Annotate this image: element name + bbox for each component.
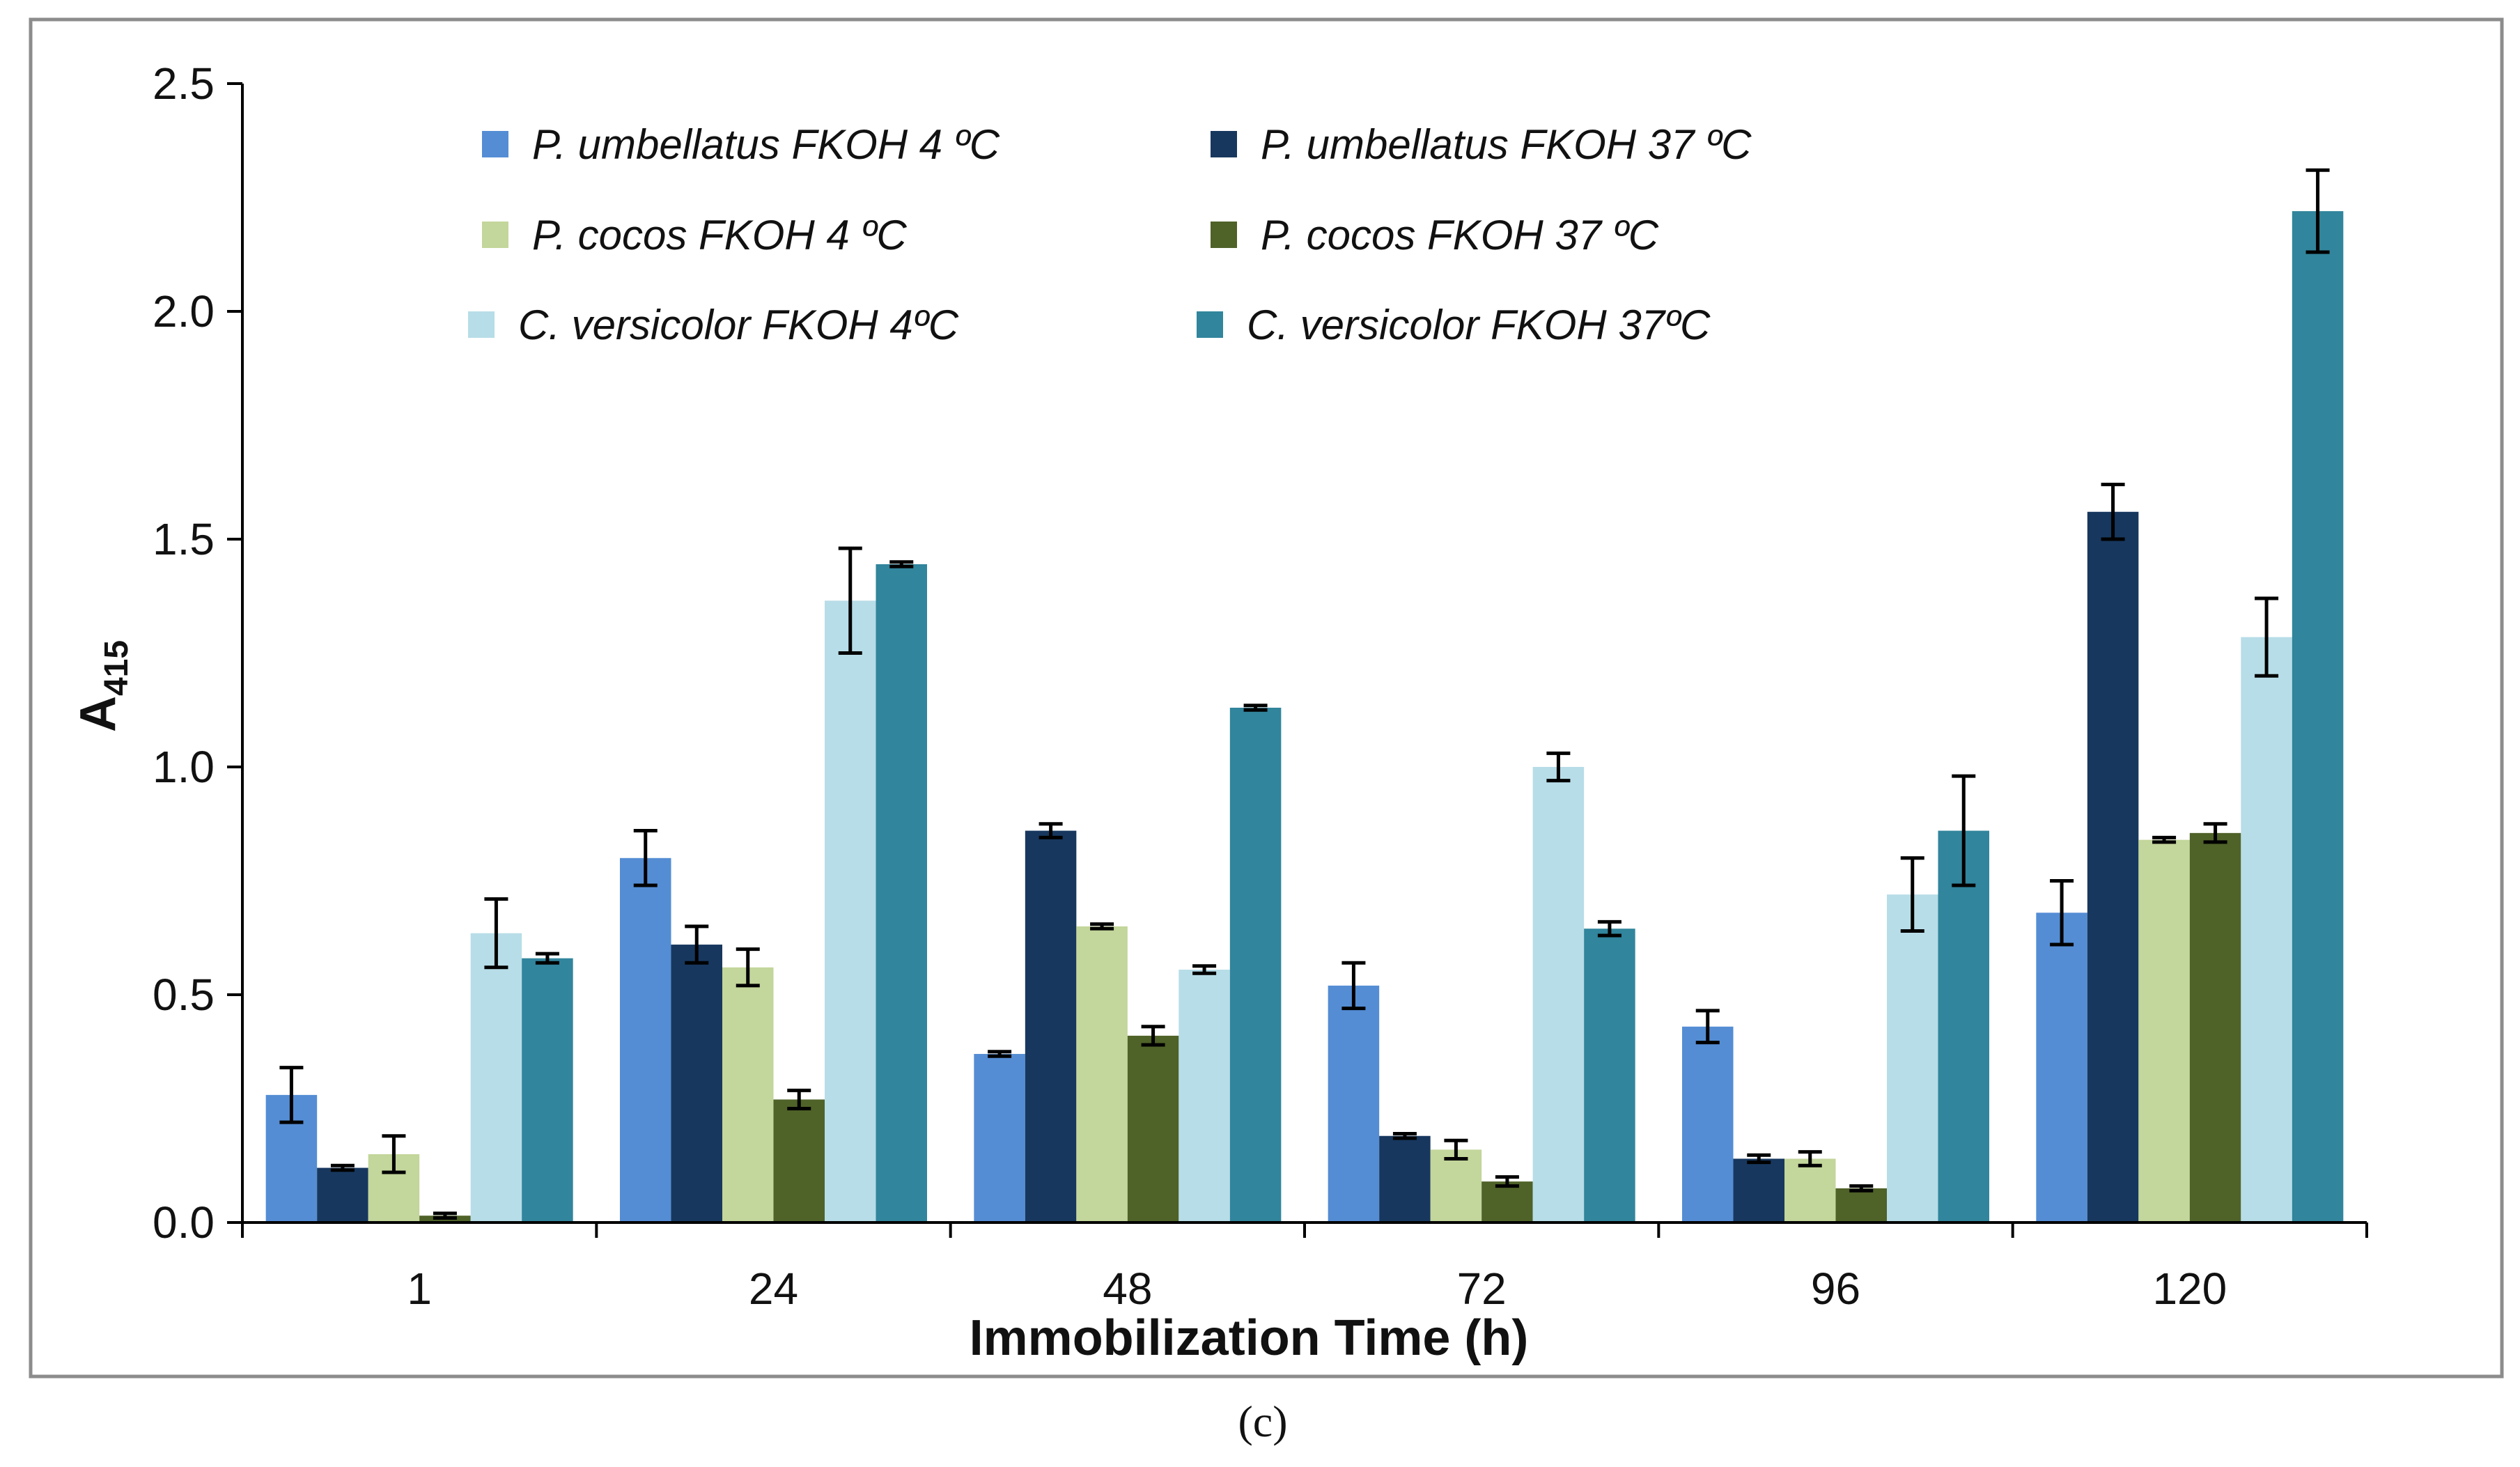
figure-caption: (c) [1238, 1397, 1287, 1446]
bar [1835, 1188, 1887, 1222]
bar [1938, 830, 1989, 1222]
x-axis-ticks: 1 24 48 72 96 120 [241, 1222, 2368, 1314]
bar [1532, 767, 1585, 1222]
legend-label: P. cocos FKOH 37 ºC [1261, 212, 1659, 258]
y-tick-label: 1.0 [153, 742, 215, 792]
bar [1328, 985, 1380, 1222]
bar [1076, 926, 1128, 1222]
bar [2241, 637, 2292, 1222]
bar [1682, 1026, 1734, 1222]
x-tick-label: 1 [407, 1264, 432, 1314]
bar [470, 933, 522, 1222]
x-tick-label: 24 [749, 1264, 798, 1314]
legend-label: P. umbellatus FKOH 37 ºC [1261, 121, 1752, 168]
bar [2138, 839, 2190, 1222]
y-tick-label: 2.5 [153, 59, 215, 109]
y-axis-title-main: A [70, 696, 126, 732]
bar [1179, 970, 1230, 1222]
y-tick-label: 0.0 [153, 1197, 215, 1248]
bar [1229, 707, 1282, 1222]
bar [2036, 913, 2087, 1222]
legend-label: C. versicolor FKOH 37ºC [1247, 302, 1711, 348]
bar [1127, 1035, 1179, 1222]
x-tick-label: 120 [2152, 1264, 2227, 1314]
legend-swatch [1211, 222, 1237, 248]
bar [1430, 1149, 1482, 1222]
legend-label: P. umbellatus FKOH 4 ºC [532, 121, 1000, 168]
legend-swatch [482, 131, 508, 157]
legend-swatch [482, 222, 508, 248]
y-tick-label: 1.5 [153, 514, 215, 564]
y-axis-title-sub: 415 [98, 640, 135, 696]
x-tick-label: 48 [1103, 1264, 1152, 1314]
bar [1887, 894, 1938, 1222]
bar [1379, 1135, 1431, 1222]
legend-label: P. cocos FKOH 4 ºC [532, 212, 907, 258]
bar [876, 564, 927, 1222]
bar [522, 958, 573, 1222]
x-axis-title: Immobilization Time (h) [970, 1310, 1529, 1366]
legend: P. umbellatus FKOH 4 ºC P. umbellatus FKO… [468, 121, 1752, 348]
bars [265, 211, 2344, 1222]
bar [317, 1167, 368, 1222]
x-tick-label: 72 [1457, 1264, 1507, 1314]
bar [2087, 511, 2139, 1222]
legend-swatch [468, 311, 495, 338]
x-tick-label: 96 [1811, 1264, 1860, 1314]
bar [773, 1099, 825, 1222]
y-tick-label: 0.5 [153, 970, 215, 1020]
y-axis-ticks: 0.0 0.5 1.0 1.5 2.0 2.5 [153, 59, 242, 1248]
legend-swatch [1211, 131, 1237, 157]
legend-label: C. versicolor FKOH 4ºC [518, 302, 959, 348]
bar [620, 857, 671, 1222]
bar [1733, 1158, 1784, 1222]
legend-swatch [1197, 311, 1223, 338]
error-bars [279, 168, 2330, 1220]
bar [825, 600, 876, 1222]
bar [1025, 830, 1077, 1222]
bar [671, 945, 722, 1222]
bar [1481, 1181, 1533, 1222]
bar [2292, 211, 2344, 1222]
bar [1784, 1158, 1836, 1222]
bar [1584, 929, 1635, 1222]
y-axis-title: A415 [70, 640, 135, 732]
bar [722, 967, 774, 1222]
bar [974, 1054, 1025, 1222]
bar [2189, 832, 2241, 1222]
y-tick-label: 2.0 [153, 286, 215, 336]
